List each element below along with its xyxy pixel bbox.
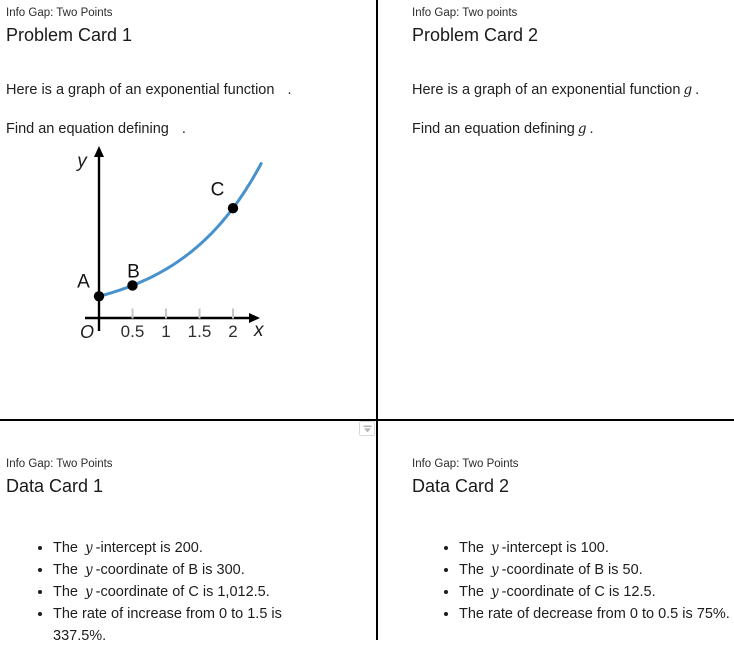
data-card-1: Info Gap: Two Points Data Card 1 The y-i… (0, 421, 376, 644)
math-function-symbol: g (577, 121, 587, 138)
fact-item: The y-coordinate of B is 50. (459, 559, 731, 581)
fact-item: The rate of increase from 0 to 1.5 is 33… (53, 603, 325, 647)
problem-card-1: Info Gap: Two Points Problem Card 1 Here… (0, 0, 376, 419)
task-text: Find an equation defining (412, 121, 575, 138)
exponential-graph: 0.5 1 1.5 2 A B C y x O (75, 146, 265, 342)
y-axis-label: y (75, 151, 88, 172)
card-title: Problem Card 1 (6, 24, 133, 45)
vertical-divider (376, 0, 378, 640)
problem-card-2: Info Gap: Two points Problem Card 2 Here… (378, 0, 734, 419)
math-y-symbol: y (491, 562, 499, 579)
x-tick-label: 1.5 (188, 322, 212, 341)
problem-task: Find an equation defining. (6, 119, 366, 140)
x-axis-arrow (249, 313, 260, 323)
task-punctuation: . (181, 121, 186, 138)
card-kicker: Info Gap: Two points (412, 7, 518, 19)
x-axis-ticks: 0.5 1 1.5 2 (121, 308, 238, 341)
point-C (227, 202, 239, 214)
fact-item: The rate of decrease from 0 to 0.5 is 75… (459, 603, 731, 625)
chevron-down-icon (363, 425, 371, 432)
point-label-C: C (211, 180, 225, 201)
math-y-symbol: y (491, 584, 499, 601)
card-title: Problem Card 2 (412, 24, 539, 45)
x-tick-label: 0.5 (121, 322, 145, 341)
statement-text: Here is a graph of an exponential functi… (6, 82, 275, 99)
x-tick-label: 1 (161, 322, 170, 341)
card-kicker: Info Gap: Two Points (412, 458, 519, 470)
fact-item: The y-coordinate of C is 1,012.5. (53, 581, 325, 603)
horizontal-divider (0, 419, 734, 421)
task-text: Find an equation defining (6, 121, 169, 138)
exponential-curve (97, 162, 263, 298)
fact-list: The y-intercept is 200. The y-coordinate… (6, 537, 325, 647)
task-punctuation: . (589, 121, 594, 138)
problem-statement: Here is a graph of an exponential functi… (412, 80, 728, 101)
point-label-A: A (77, 271, 90, 292)
statement-text: Here is a graph of an exponential functi… (412, 82, 681, 99)
fact-item: The y-intercept is 200. (53, 537, 325, 559)
problem-statement: Here is a graph of an exponential functi… (6, 80, 366, 101)
math-y-symbol: y (491, 540, 499, 557)
fact-item: The y-intercept is 100. (459, 537, 731, 559)
fact-item: The y-coordinate of C is 12.5. (459, 581, 731, 603)
card-kicker: Info Gap: Two Points (6, 458, 113, 470)
fact-list: The y-intercept is 100. The y-coordinate… (412, 537, 731, 625)
x-axis-label: x (253, 320, 265, 341)
card-kicker: Info Gap: Two Points (6, 7, 113, 19)
collapse-section-button[interactable] (359, 421, 375, 436)
card-title: Data Card 2 (412, 475, 510, 496)
point-B (127, 280, 138, 291)
point-label-B: B (127, 261, 140, 282)
problem-task: Find an equation defining g. (412, 119, 728, 140)
point-A (93, 291, 105, 302)
statement-punctuation: . (287, 82, 292, 99)
x-tick-label: 2 (228, 322, 237, 341)
graph-points: A B C (77, 180, 239, 302)
fact-item: The y-coordinate of B is 300. (53, 559, 325, 581)
data-card-2: Info Gap: Two Points Data Card 2 The y-i… (378, 421, 734, 640)
origin-label: O (80, 322, 94, 342)
math-function-symbol: g (683, 82, 693, 99)
y-axis-arrow (94, 146, 104, 157)
math-y-symbol: y (85, 562, 93, 579)
math-y-symbol: y (85, 584, 93, 601)
math-y-symbol: y (85, 540, 93, 557)
card-title: Data Card 1 (6, 475, 104, 496)
statement-punctuation: . (695, 82, 700, 99)
